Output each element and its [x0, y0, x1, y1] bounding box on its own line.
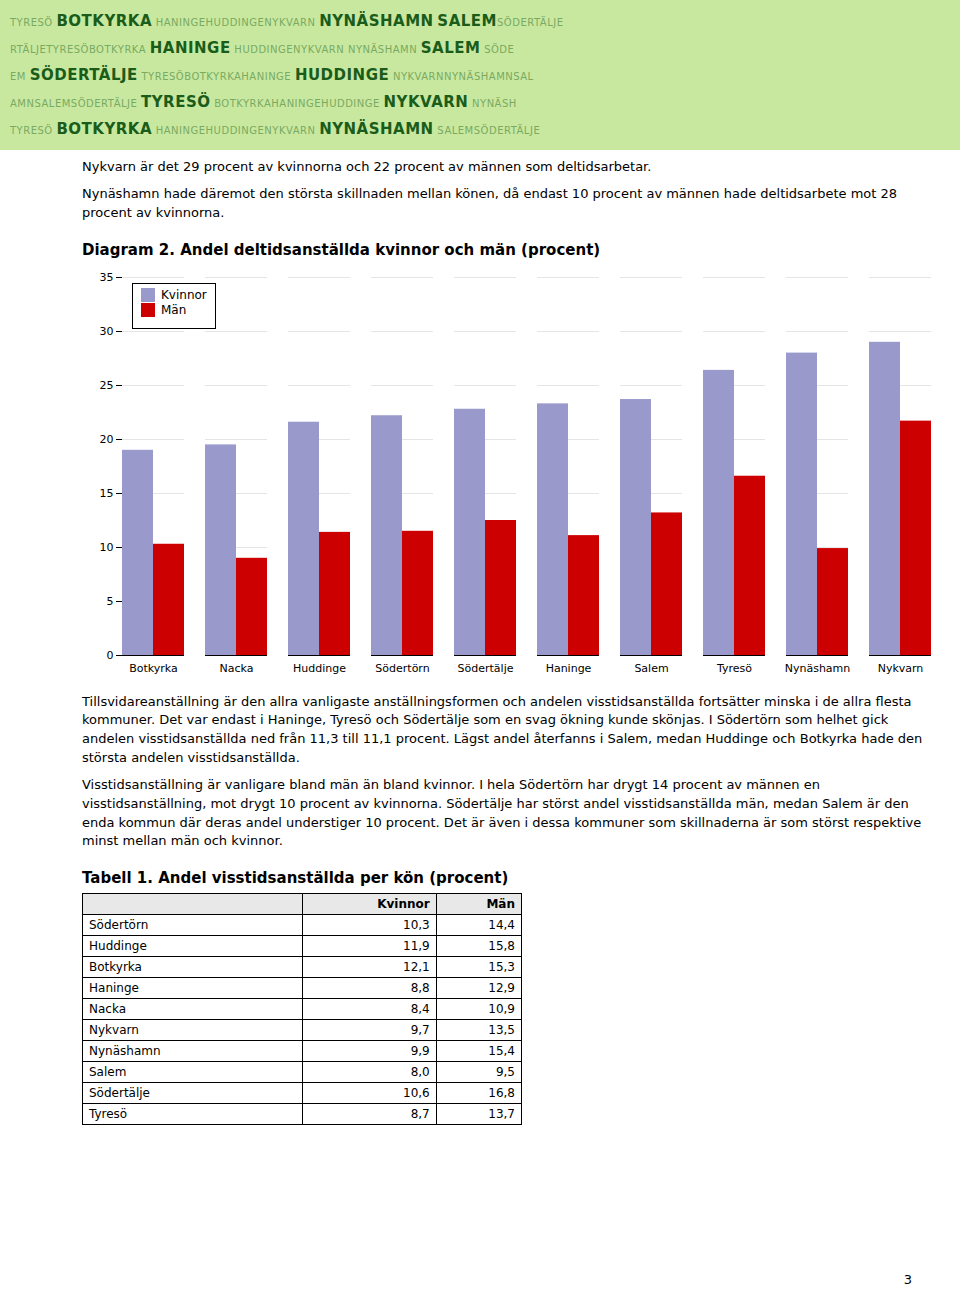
svg-text:Nykvarn: Nykvarn [878, 662, 924, 675]
html-text:Botkyrka: Botkyrka [89, 960, 142, 975]
svg-text:Södertälje: Södertälje [458, 662, 514, 675]
html-text:Nynäshamn hade däremot den stö: Nynäshamn hade däremot den största skill… [82, 185, 897, 220]
html-text:15,3: 15,3 [488, 960, 515, 975]
svg-text:25: 25 [100, 379, 114, 392]
svg-text:15: 15 [100, 487, 114, 500]
html-text:Diagram 2. Andel deltidsanstäl: Diagram 2. Andel deltidsanställda kvinno… [82, 240, 601, 259]
html-text:14,4: 14,4 [488, 918, 515, 933]
html-text:9,9: 9,9 [410, 1044, 430, 1059]
html-text:9,5: 9,5 [495, 1065, 515, 1080]
html-text:Haninge: Haninge [89, 981, 139, 996]
html-text:Huddinge: Huddinge [89, 939, 147, 954]
svg-text:Södertörn: Södertörn [375, 662, 429, 675]
html-text:RTÄLJETYRESÖBOTKYRKAHANINGEHUD: RTÄLJETYRESÖBOTKYRKAHANINGEHUDDINGENYKVA… [10, 39, 515, 58]
svg-text:Botkyrka: Botkyrka [129, 662, 178, 675]
html-text:10,3: 10,3 [403, 918, 430, 933]
html-text:8,8: 8,8 [410, 981, 430, 996]
html-text:Tillsvidareanställning är den: Tillsvidareanställning är den allra vanl… [82, 693, 923, 766]
html-text:12,9: 12,9 [488, 981, 515, 996]
html-text:13,7: 13,7 [488, 1107, 515, 1122]
svg-text:Nacka: Nacka [220, 662, 254, 675]
html-text:Kvinnor: Kvinnor [377, 897, 430, 912]
html-text:15,4: 15,4 [488, 1044, 515, 1059]
html-text:AMNSALEMSÖDERTÄLJETYRESÖBOTKYR: AMNSALEMSÖDERTÄLJETYRESÖBOTKYRKAHANINGEH… [10, 92, 517, 111]
svg-text:20: 20 [100, 433, 114, 446]
html-text:Södertörn: Södertörn [89, 918, 149, 933]
html-text:8,0: 8,0 [410, 1065, 430, 1080]
html-text:Nykvarn är det 29 procent av k: Nykvarn är det 29 procent av kvinnorna o… [82, 159, 652, 174]
html-text:TYRESÖBOTKYRKAHANINGEHUDDINGEN: TYRESÖBOTKYRKAHANINGEHUDDINGENYKVARNNYNÄ… [10, 12, 564, 31]
html-text:13,5: 13,5 [488, 1023, 515, 1038]
svg-text:Salem: Salem [634, 662, 668, 675]
svg-text:35: 35 [100, 271, 114, 284]
html-text:11,9: 11,9 [403, 939, 430, 954]
html-text:10,6: 10,6 [403, 1086, 430, 1101]
html-text:10,9: 10,9 [488, 1002, 515, 1017]
svg-text:0: 0 [107, 649, 114, 662]
html-text:3: 3 [903, 1272, 912, 1287]
html-text:15,8: 15,8 [488, 939, 515, 954]
html-text:TYRESÖBOTKYRKAHANINGEHUDDINGEN: TYRESÖBOTKYRKAHANINGEHUDDINGENYKVARNNYNÄ… [10, 119, 541, 138]
html-text:Nynäshamn: Nynäshamn [89, 1044, 161, 1059]
svg-text:Haninge: Haninge [546, 662, 592, 675]
svg-text:Nynäshamn: Nynäshamn [785, 662, 851, 675]
html-text:Tabell 1. Andel visstidsanstäl: Tabell 1. Andel visstidsanställda per kö… [82, 869, 509, 888]
html-text:16,8: 16,8 [488, 1086, 515, 1101]
html-text:Salem: Salem [89, 1065, 127, 1080]
svg-text:Huddinge: Huddinge [293, 662, 346, 675]
html-text:12,1: 12,1 [403, 960, 430, 975]
html-text:Nacka: Nacka [89, 1002, 126, 1017]
html-text:8,4: 8,4 [410, 1002, 430, 1017]
svg-text:30: 30 [100, 325, 114, 338]
html-text:Män: Män [486, 897, 515, 912]
html-text:8,7: 8,7 [410, 1107, 430, 1122]
svg-text:5: 5 [107, 595, 114, 608]
svg-text:Tyresö: Tyresö [716, 662, 752, 675]
html-text:Visstidsanställning är vanliga: Visstidsanställning är vanligare bland m… [82, 776, 922, 849]
html-text:Tyresö: Tyresö [89, 1107, 128, 1122]
html-text:9,7: 9,7 [410, 1023, 430, 1038]
html-text:Nykvarn: Nykvarn [89, 1023, 139, 1038]
html-text:Män: Män [161, 302, 187, 317]
html-text:Kvinnor: Kvinnor [161, 287, 207, 302]
html-text:EMSÖDERTÄLJETYRESÖBOTKYRKAHANI: EMSÖDERTÄLJETYRESÖBOTKYRKAHANINGEHUDDING… [10, 66, 534, 84]
html-text:Södertälje: Södertälje [89, 1086, 150, 1101]
svg-text:10: 10 [100, 541, 114, 554]
